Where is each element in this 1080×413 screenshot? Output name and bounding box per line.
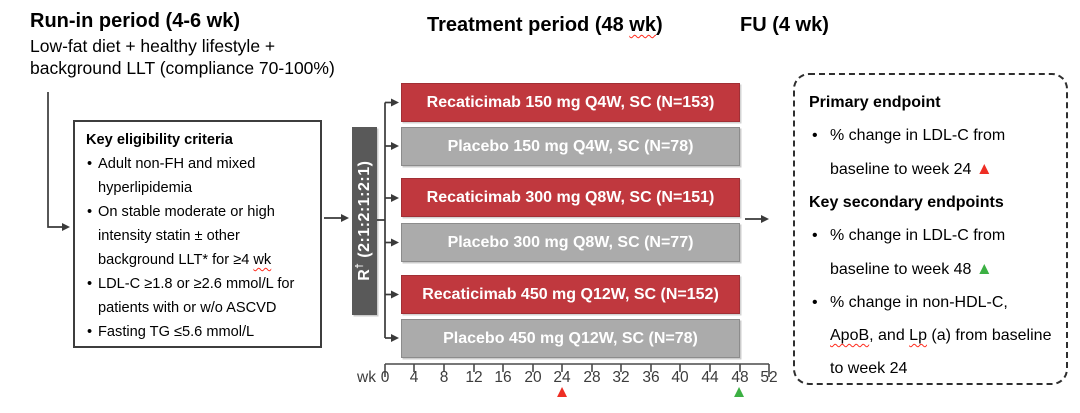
- tick-label-40: 40: [671, 369, 689, 386]
- tick-label-24: 24: [553, 369, 571, 386]
- arm-label: Recaticimab 150 mg Q4W, SC (N=153): [426, 93, 715, 111]
- runin-to-eligibility-arrow: [47, 92, 70, 231]
- eligibility-bullet-2-text: On stable moderate or high intensity sta…: [98, 204, 275, 268]
- bullet-icon: •: [87, 156, 93, 172]
- eligibility-bullet-1-text: Adult non-FH and mixed hyperlipidemia: [98, 156, 256, 196]
- secondary-endpoint-bullet-1: • % change in LDL-C from baseline to week…: [809, 219, 1052, 286]
- bullet-icon: •: [87, 276, 93, 292]
- arm-placebo-150-q4w: Placebo 150 mg Q4W, SC (N=78): [401, 127, 740, 166]
- bullet-icon: •: [812, 294, 818, 311]
- treatment-period-title-text: Treatment period (48: [427, 14, 630, 36]
- arm-label: Placebo 300 mg Q8W, SC (N=77): [447, 233, 694, 251]
- randomization-r: R: [356, 269, 374, 282]
- tick-label-52: 52: [760, 369, 778, 386]
- bullet-icon: •: [812, 127, 818, 144]
- tick-label-12: 12: [465, 369, 483, 386]
- arm-recaticimab-150-q4w: Recaticimab 150 mg Q4W, SC (N=153): [401, 83, 740, 122]
- endpoints-panel: Primary endpoint • % change in LDL-C from…: [793, 73, 1068, 385]
- eligibility-bullet-3-text: LDL-C ≥1.8 or ≥2.6 mmol/L for patients w…: [98, 276, 295, 316]
- tick-label-16: 16: [494, 369, 512, 386]
- arm-label: Recaticimab 450 mg Q12W, SC (N=152): [422, 285, 719, 303]
- randomization-ratio: (2:1:2:1:2:1): [356, 160, 374, 263]
- randomization-label: R† (2:1:2:1:2:1): [355, 161, 374, 281]
- tick-label-28: 28: [583, 369, 601, 386]
- eligibility-bullet-2-wavy: wk: [253, 252, 272, 268]
- eligibility-bullet-4-text: Fasting TG ≤5.6 mmol/L: [98, 324, 255, 340]
- arm-label: Recaticimab 300 mg Q8W, SC (N=151): [426, 188, 715, 206]
- tick-label-36: 36: [642, 369, 660, 386]
- tick-label-48: 48: [731, 369, 749, 386]
- week48-green-triangle-icon: ▲: [730, 382, 748, 401]
- secondary-endpoints-title: Key secondary endpoints: [809, 194, 1004, 211]
- eligibility-title: Key eligibility criteria: [86, 132, 233, 148]
- eligibility-bullet-2: • On stable moderate or high intensity st…: [86, 200, 309, 272]
- primary-endpoint-title: Primary endpoint: [809, 94, 941, 111]
- arm-placebo-300-q8w: Placebo 300 mg Q8W, SC (N=77): [401, 223, 740, 262]
- secondary-endpoint-bullet-2-text: % change in non-HDL-C,: [830, 294, 1008, 311]
- eligibility-criteria-box: Key eligibility criteria • Adult non-FH a…: [73, 120, 322, 348]
- treatment-period-title: Treatment period (48 wk): [427, 13, 663, 37]
- treatment-period-title-wavy: wk: [629, 14, 656, 36]
- arm-recaticimab-450-q12w: Recaticimab 450 mg Q12W, SC (N=152): [401, 275, 740, 314]
- tick-label-0: 0: [380, 369, 390, 386]
- tick-label-32: 32: [612, 369, 630, 386]
- tick-label-4: 4: [409, 369, 419, 386]
- tick-label-8: 8: [439, 369, 449, 386]
- treatment-period-title-close: ): [655, 14, 663, 36]
- arm-placebo-450-q12w: Placebo 450 mg Q12W, SC (N=78): [401, 319, 740, 358]
- secondary-endpoint-bullet-1-text: % change in LDL-C from baseline to week …: [830, 227, 1006, 278]
- red-triangle-icon: ▲: [975, 159, 993, 178]
- secondary-endpoint-bullet-2-text: , and: [869, 327, 910, 344]
- secondary-endpoint-bullet-2-wavy-lp: Lp: [909, 327, 927, 344]
- green-triangle-icon: ▲: [975, 259, 993, 278]
- tick-label-20: 20: [524, 369, 542, 386]
- bullet-icon: •: [812, 227, 818, 244]
- fu-period-title: FU (4 wk): [740, 14, 829, 36]
- arm-label: Placebo 450 mg Q12W, SC (N=78): [443, 329, 698, 347]
- randomization-box: R† (2:1:2:1:2:1): [352, 127, 377, 315]
- secondary-endpoint-bullet-2-wavy-apob: ApoB: [830, 327, 870, 344]
- week24-red-triangle-icon: ▲: [553, 382, 571, 401]
- secondary-endpoint-bullet-2-text: (a) from baseline to week 24: [830, 327, 1052, 377]
- runin-subtitle-line2: background LLT (compliance 70-100%): [30, 58, 335, 78]
- primary-endpoint-bullet: • % change in LDL-C from baseline to week…: [809, 119, 1052, 186]
- randomization-footnote-mark: †: [354, 263, 366, 270]
- bullet-icon: •: [87, 204, 93, 220]
- arm-label: Placebo 150 mg Q4W, SC (N=78): [447, 137, 694, 155]
- eligibility-bullet-4: • Fasting TG ≤5.6 mmol/L: [86, 320, 309, 344]
- runin-subtitle-line1: Low-fat diet + healthy lifestyle +: [30, 36, 276, 56]
- tick-label-44: 44: [701, 369, 719, 386]
- eligibility-bullet-3: • LDL-C ≥1.8 or ≥2.6 mmol/L for patients …: [86, 272, 309, 320]
- eligibility-bullet-1: • Adult non-FH and mixed hyperlipidemia: [86, 152, 309, 200]
- primary-endpoint-bullet-text: % change in LDL-C from baseline to week …: [830, 127, 1006, 178]
- randomization-branch-trunk: [377, 102, 386, 338]
- runin-period-title: Run-in period (4-6 wk): [30, 10, 240, 32]
- bullet-icon: •: [87, 324, 93, 340]
- secondary-endpoint-bullet-2: • % change in non-HDL-C, ApoB, and Lp (a)…: [809, 286, 1052, 385]
- timeline-unit-label: wk: [357, 369, 376, 386]
- arm-recaticimab-300-q8w: Recaticimab 300 mg Q8W, SC (N=151): [401, 178, 740, 217]
